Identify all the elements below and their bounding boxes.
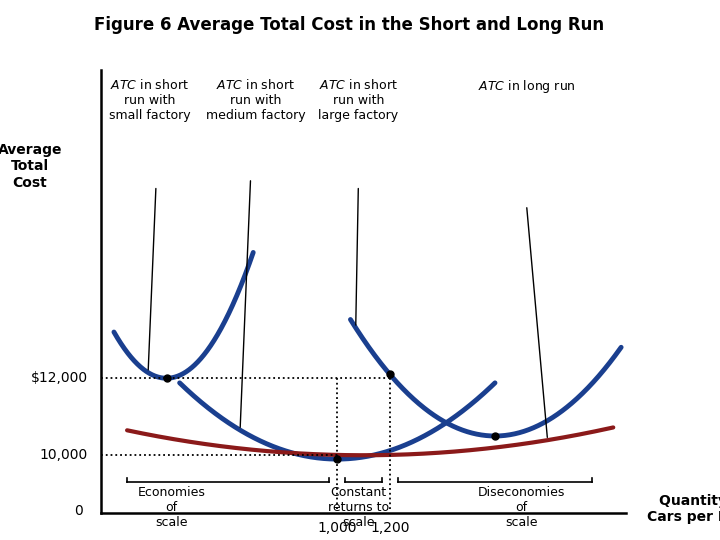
- Text: Figure 6 Average Total Cost in the Short and Long Run: Figure 6 Average Total Cost in the Short…: [94, 16, 604, 34]
- Text: $\it{ATC}$ in short
run with
medium factory: $\it{ATC}$ in short run with medium fact…: [206, 78, 306, 122]
- Text: 0: 0: [73, 504, 82, 518]
- Text: Economies
of
scale: Economies of scale: [138, 486, 206, 529]
- Text: $\it{ATC}$ in long run: $\it{ATC}$ in long run: [477, 78, 575, 95]
- Text: 1,000: 1,000: [318, 521, 357, 535]
- Text: $12,000: $12,000: [30, 371, 88, 385]
- Text: Average
Total
Cost: Average Total Cost: [0, 143, 62, 190]
- Text: $\it{ATC}$ in short
run with
large factory: $\it{ATC}$ in short run with large facto…: [318, 78, 398, 122]
- Text: 10,000: 10,000: [40, 448, 88, 462]
- Text: Diseconomies
of
scale: Diseconomies of scale: [477, 486, 565, 529]
- Text: 1,200: 1,200: [370, 521, 410, 535]
- Text: $\it{ATC}$ in short
run with
small factory: $\it{ATC}$ in short run with small facto…: [109, 78, 190, 122]
- Text: Constant
returns to
scale: Constant returns to scale: [328, 486, 389, 529]
- Text: Quantity of
Cars per Day: Quantity of Cars per Day: [647, 494, 720, 524]
